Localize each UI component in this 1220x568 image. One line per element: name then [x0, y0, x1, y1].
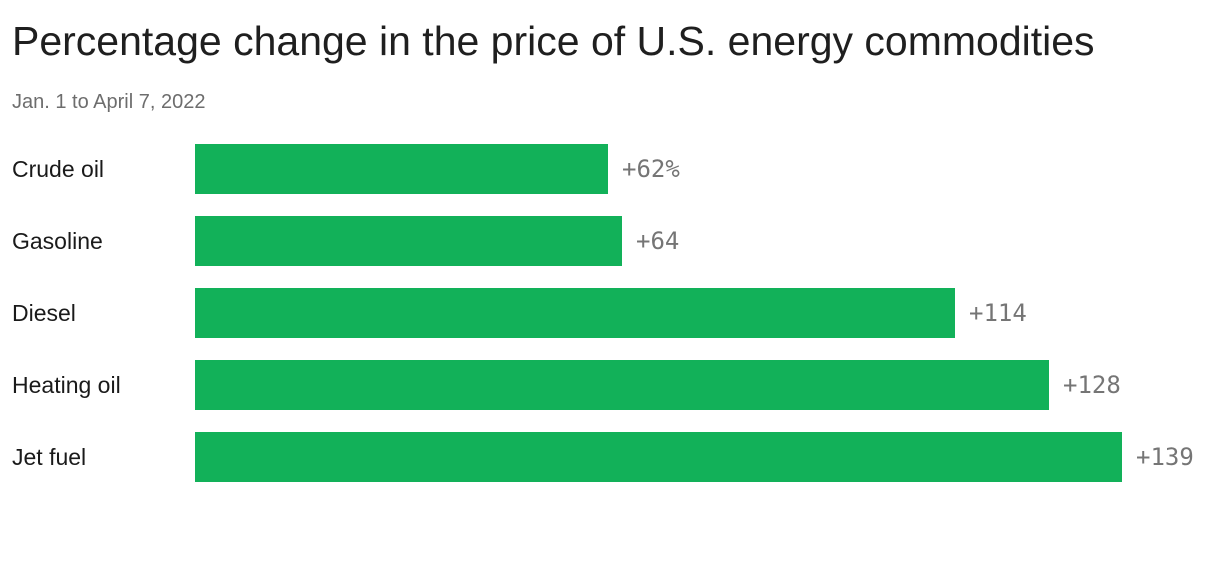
- bar-track: +62%: [195, 144, 1210, 195]
- bar-track: +139: [195, 432, 1210, 483]
- value-label: +128: [1063, 371, 1121, 400]
- value-label: +114: [969, 299, 1027, 328]
- value-label: +62%: [622, 155, 680, 184]
- bar-diesel: [195, 288, 955, 339]
- bar-row: Heating oil +128: [12, 360, 1210, 411]
- bar-heating-oil: [195, 360, 1049, 411]
- bar-track: +128: [195, 360, 1210, 411]
- bar-row: Diesel +114: [12, 288, 1210, 339]
- value-label: +64: [636, 227, 680, 256]
- chart-subtitle: Jan. 1 to April 7, 2022: [12, 91, 206, 114]
- category-label: Gasoline: [12, 227, 103, 254]
- chart-title: Percentage change in the price of U.S. e…: [12, 18, 1095, 64]
- category-label: Crude oil: [12, 155, 105, 182]
- bar-track: +114: [195, 288, 1210, 339]
- bar-row: Gasoline +64: [12, 216, 1210, 267]
- bar-row: Jet fuel +139: [12, 432, 1210, 483]
- bar-track: +64: [195, 216, 1210, 267]
- category-label: Jet fuel: [12, 443, 87, 470]
- value-label: +139: [1136, 443, 1194, 472]
- category-label: Heating oil: [12, 371, 121, 398]
- bar-row: Crude oil +62%: [12, 144, 1210, 195]
- bar-chart: Crude oil +62% Gasoline +64 Diesel +114 …: [12, 144, 1210, 483]
- bar-crude-oil: [195, 144, 608, 195]
- category-label: Diesel: [12, 299, 76, 326]
- bar-gasoline: [195, 216, 622, 267]
- bar-jet-fuel: [195, 432, 1122, 483]
